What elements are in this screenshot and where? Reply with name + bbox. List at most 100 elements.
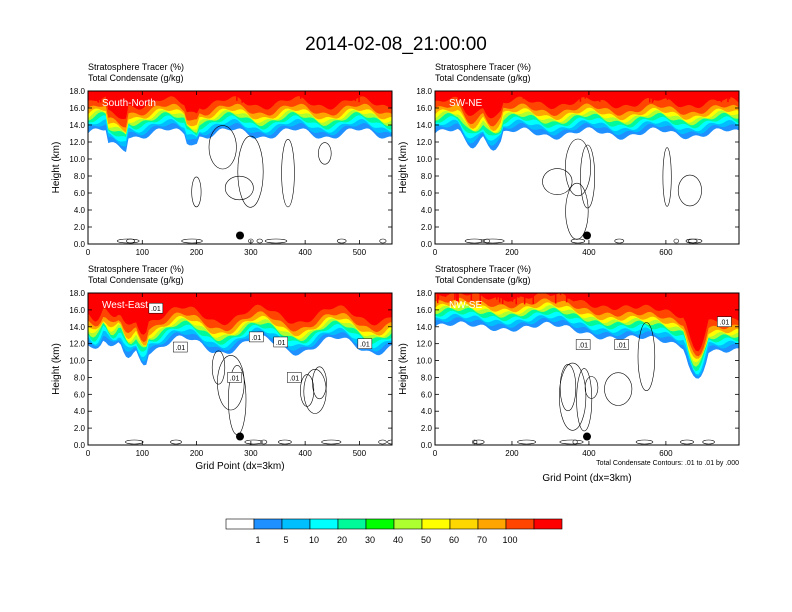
- tracer-spike: [175, 293, 177, 305]
- y-tick-label: 0.0: [421, 240, 433, 249]
- panel-name: NW-SE: [449, 300, 482, 311]
- plot-frame: [87, 90, 393, 245]
- tracer-spike: [145, 91, 147, 102]
- tracer-spike: [360, 293, 363, 304]
- x-tick-label: 200: [190, 449, 204, 458]
- x-tick-label: 0: [86, 248, 91, 257]
- surface-contour: [260, 439, 268, 445]
- tracer-spike: [129, 293, 132, 300]
- panel-subtitle: Total Condensate (g/kg): [435, 73, 531, 83]
- surface-contour: [559, 439, 584, 445]
- panel-subtitle: Stratosphere Tracer (%): [88, 62, 184, 72]
- condensate-contour: [191, 176, 202, 208]
- tracer-spike: [382, 293, 384, 301]
- tracer-spike: [219, 293, 222, 304]
- condensate-contour: [637, 322, 656, 391]
- tracer-spike: [727, 91, 729, 103]
- tracer-spike: [138, 293, 141, 297]
- tracer-spike: [723, 293, 726, 297]
- colorbar-label: 100: [502, 535, 517, 545]
- tracer-spike: [171, 91, 173, 97]
- tracer-spike: [680, 91, 683, 96]
- tracer-spike: [728, 91, 731, 100]
- tracer-spike: [708, 91, 711, 98]
- surface-contour: [572, 439, 578, 445]
- colorbar-label: 1: [255, 535, 260, 545]
- y-tick-label: 6.0: [421, 390, 433, 399]
- tracer-spike: [119, 91, 121, 101]
- contour-label-box: [227, 372, 242, 383]
- x-tick-label: 600: [659, 248, 673, 257]
- surface-contour: [256, 238, 263, 244]
- tracer-spike: [273, 91, 275, 102]
- tracer-spike: [574, 91, 576, 102]
- tracer-spike: [496, 91, 498, 97]
- tracer-spike: [604, 293, 606, 301]
- y-tick-label: 16.0: [69, 104, 85, 113]
- tracer-spike: [720, 91, 723, 103]
- tracer-spike: [661, 293, 663, 299]
- surface-contour: [473, 439, 485, 445]
- tracer-spike: [165, 293, 168, 301]
- y-tick-label: 0.0: [74, 240, 86, 249]
- tracer-spike: [124, 91, 126, 103]
- tracer-spike: [329, 91, 331, 94]
- tracer-spike: [138, 91, 140, 97]
- panel-subtitle: Stratosphere Tracer (%): [435, 264, 531, 274]
- x-tick-label: 600: [659, 449, 673, 458]
- x-tick-label: 500: [353, 449, 367, 458]
- tracer-spike: [566, 293, 568, 299]
- tracer-spike: [491, 91, 494, 100]
- surface-contour: [635, 439, 654, 445]
- tracer-spike: [287, 91, 290, 100]
- tracer-band: [88, 293, 392, 335]
- tracer-spike: [252, 293, 254, 297]
- tracer-spike: [572, 293, 575, 302]
- condensate-contour: [677, 174, 702, 207]
- tracer-spike: [515, 293, 517, 305]
- y-tick-label: 6.0: [74, 390, 86, 399]
- tracer-spike: [456, 293, 458, 296]
- contour-label-box: [614, 339, 629, 350]
- contour-label: .01: [151, 306, 161, 313]
- y-tick-label: 14.0: [69, 121, 85, 130]
- tracer-spike: [677, 91, 680, 99]
- tracer-spike: [246, 293, 248, 296]
- surface-contour: [471, 439, 478, 445]
- surface-contour: [517, 439, 537, 445]
- condensate-contour: [303, 368, 327, 414]
- tracer-spike: [100, 91, 102, 103]
- x-tick-label: 200: [505, 449, 519, 458]
- tracer-spike: [153, 91, 156, 103]
- tracer-spike: [511, 293, 514, 302]
- tracer-spike: [241, 91, 243, 103]
- tracer-spike: [625, 293, 628, 302]
- y-tick-label: 10.0: [69, 357, 85, 366]
- y-axis-label: Height (km): [51, 343, 62, 395]
- tracer-spike: [687, 91, 689, 99]
- colorbar-swatch: [281, 518, 311, 530]
- tracer-spike: [470, 293, 473, 301]
- y-tick-label: 14.0: [416, 121, 432, 130]
- tracer-spike: [601, 91, 603, 99]
- location-marker: [236, 432, 244, 441]
- tracer-spike: [236, 91, 238, 101]
- condensate-contour: [604, 372, 633, 406]
- tracer-spike: [638, 293, 641, 300]
- tracer-spike: [599, 91, 601, 102]
- colorbar-swatch: [533, 518, 563, 530]
- panel-nw-se: Stratosphere Tracer (%)Total Condensate …: [398, 264, 740, 484]
- tracer-spike: [303, 293, 305, 303]
- x-tick-label: 100: [136, 449, 150, 458]
- tracer-spike: [454, 293, 456, 300]
- contour-label-box: [287, 372, 302, 383]
- tracer-spike: [238, 293, 241, 303]
- colorbar-label: 20: [337, 535, 347, 545]
- condensate-contour: [312, 366, 327, 400]
- condensate-contour: [224, 175, 254, 201]
- y-tick-label: 2.0: [74, 223, 86, 232]
- tracer-spike: [436, 293, 439, 304]
- tracer-spike: [157, 293, 159, 297]
- tracer-spike: [494, 91, 497, 99]
